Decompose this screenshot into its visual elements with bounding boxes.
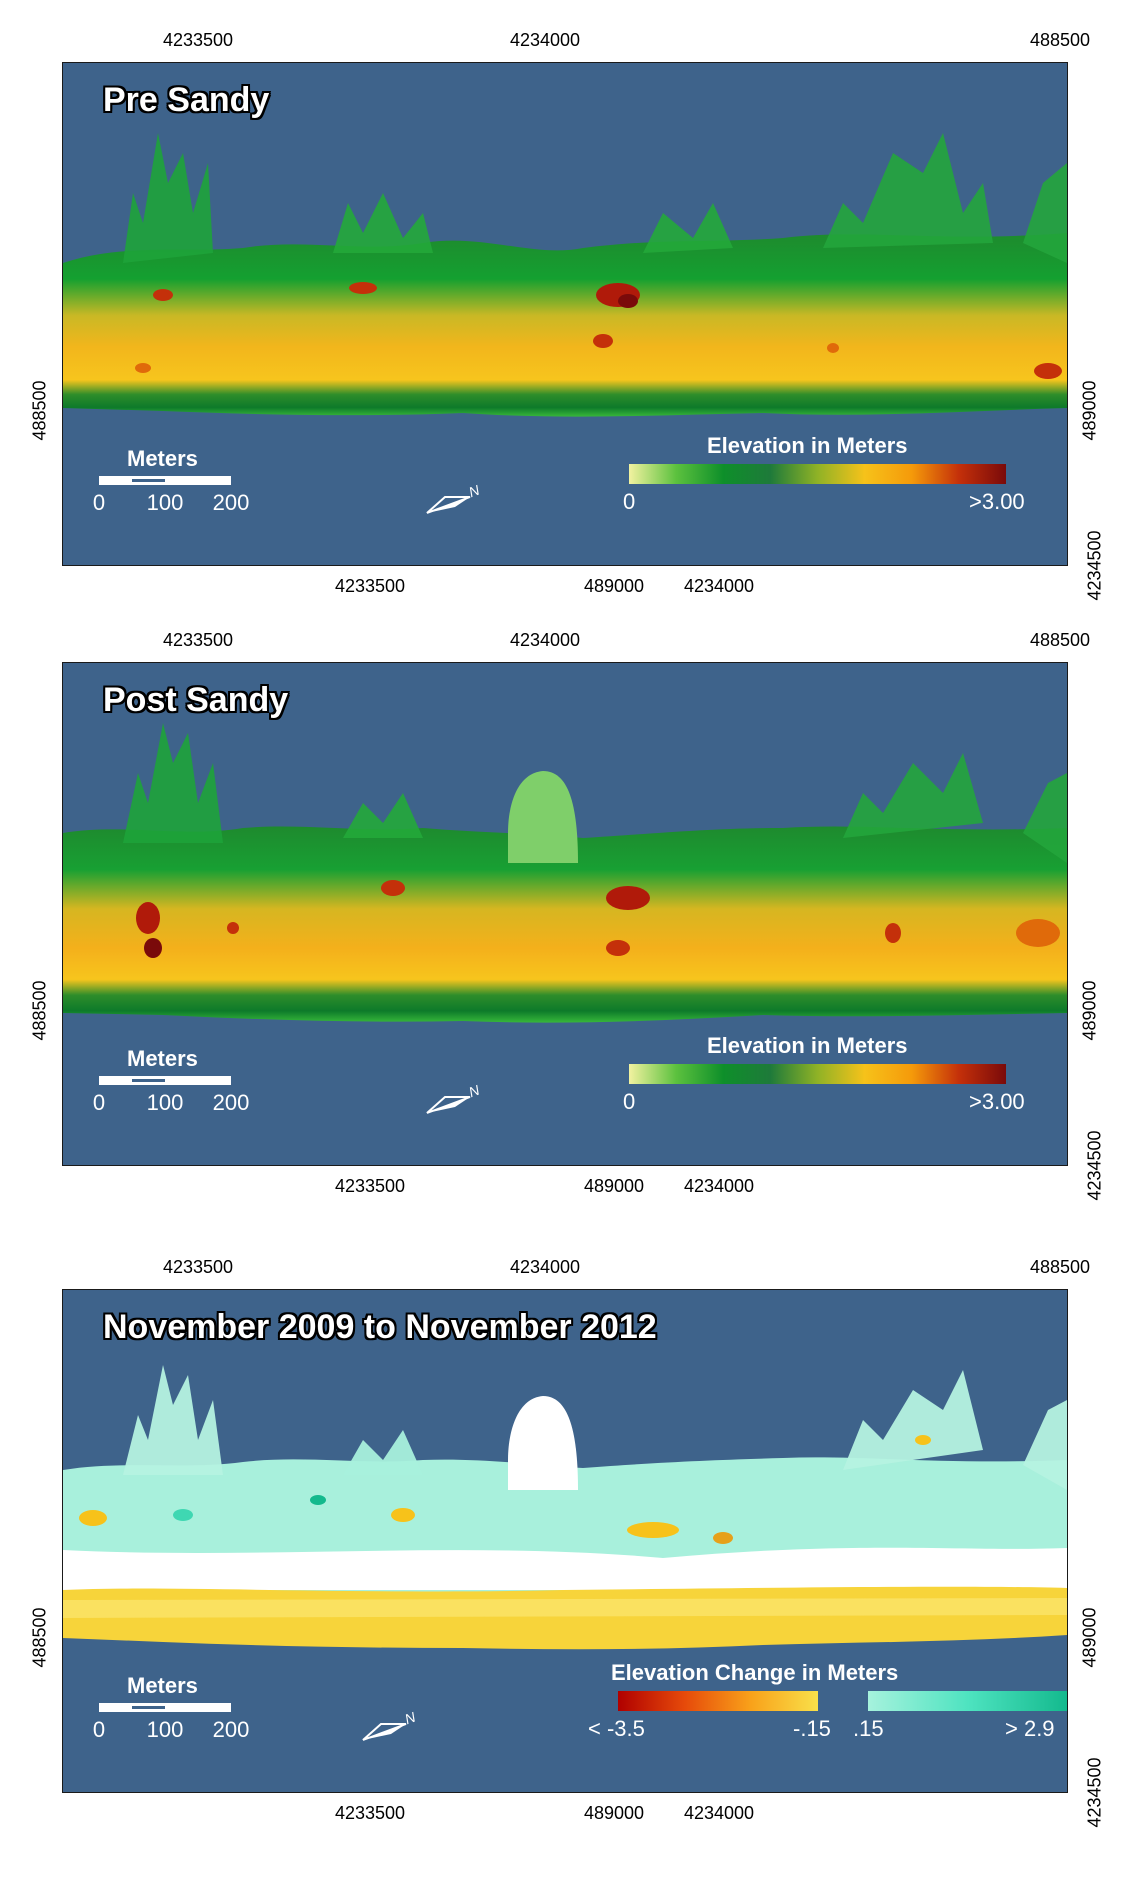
right-tick-1: 489000: [1079, 980, 1100, 1041]
scale-bar-graphic: [99, 476, 231, 485]
legend-title: Elevation in Meters: [707, 1033, 908, 1058]
scale-label-200: 200: [212, 1717, 250, 1742]
map-panel-elevation-change: 4233500 4234000 488500 November 2009 to …: [0, 1227, 1125, 1867]
right-tick-1: 489000: [1079, 380, 1100, 441]
legend-title: Elevation in Meters: [707, 433, 908, 458]
top-tick-2: 4234000: [509, 30, 581, 50]
right-tick-1: 489000: [1079, 1607, 1100, 1668]
scale-label-0: 0: [92, 490, 106, 515]
legend-gain-max-label: > 2.9: [1005, 1716, 1055, 1741]
legend-max-label: >3.00: [969, 489, 1025, 514]
map-title: Pre Sandy: [103, 81, 270, 119]
map-frame: Post Sandy Meters 0 100 200 N Elevation …: [62, 662, 1068, 1166]
north-arrow: N: [425, 482, 485, 523]
scale-unit-label: Meters: [127, 446, 198, 471]
bottom-tick-2: 489000: [583, 1803, 645, 1823]
bottom-tick-3: 4234000: [683, 576, 755, 596]
scale-label-0: 0: [92, 1717, 106, 1742]
map-frame: Pre Sandy Meters 0 100 200 N Elevation i…: [62, 62, 1068, 566]
map-title: Post Sandy: [103, 681, 289, 719]
north-arrow: N: [425, 1082, 485, 1123]
scale-bar-graphic: [99, 1703, 231, 1712]
elevation-raster: [63, 133, 1067, 417]
left-tick: 488500: [29, 380, 50, 441]
legend-min-label: 0: [623, 489, 636, 514]
scale-label-100: 100: [146, 490, 184, 515]
elevation-legend: Elevation in Meters 0 >3.00: [623, 433, 1025, 543]
top-tick-3: 488500: [1029, 630, 1091, 650]
legend-max-label: >3.00: [969, 1089, 1025, 1114]
scale-label-200: 200: [212, 490, 250, 515]
scale-label-100: 100: [146, 1717, 184, 1742]
legend-gain-ramp: [868, 1691, 1067, 1711]
legend-loss-ramp: [618, 1691, 818, 1711]
north-arrow: N: [361, 1709, 421, 1750]
north-arrow-icon: [426, 496, 471, 514]
top-tick-3: 488500: [1029, 30, 1091, 50]
legend-color-ramp: [629, 1064, 1006, 1084]
bottom-tick-3: 4234000: [683, 1176, 755, 1196]
right-tick-2: 4234500: [1084, 530, 1105, 601]
scale-bar-graphic: [99, 1076, 231, 1085]
elevation-legend: Elevation in Meters 0 >3.00: [623, 1033, 1025, 1143]
scale-label-100: 100: [146, 1090, 184, 1115]
legend-loss-max-label: -.15: [793, 1716, 831, 1741]
left-tick: 488500: [29, 980, 50, 1041]
legend-title: Elevation Change in Meters: [611, 1660, 899, 1685]
legend-loss-min-label: < -3.5: [588, 1716, 645, 1741]
north-arrow-icon: [426, 1096, 471, 1114]
top-tick-1: 4233500: [162, 630, 234, 650]
scale-unit-label: Meters: [127, 1046, 198, 1071]
map-panel-pre-sandy: 4233500 4234000 488500: [0, 0, 1125, 601]
elevation-change-raster: [63, 1365, 1067, 1650]
scale-unit-label: Meters: [127, 1673, 198, 1698]
map-frame: November 2009 to November 2012 Meters 0 …: [62, 1289, 1068, 1793]
legend-color-ramp: [629, 464, 1006, 484]
right-tick-2: 4234500: [1084, 1757, 1105, 1828]
top-tick-2: 4234000: [509, 1257, 581, 1277]
bottom-tick-1: 4233500: [334, 576, 406, 596]
elevation-raster: [63, 723, 1067, 1023]
elevation-change-legend: Elevation Change in Meters < -3.5 -.15 .…: [523, 1660, 1067, 1770]
map-title: November 2009 to November 2012: [103, 1308, 657, 1346]
bottom-tick-1: 4233500: [334, 1176, 406, 1196]
top-tick-3: 488500: [1029, 1257, 1091, 1277]
top-tick-1: 4233500: [162, 30, 234, 50]
bottom-tick-1: 4233500: [334, 1803, 406, 1823]
scale-bar: Meters 0 100 200: [93, 1673, 250, 1753]
scale-bar: Meters 0 100 200: [93, 446, 250, 526]
legend-gain-min-label: .15: [853, 1716, 884, 1741]
bottom-tick-2: 489000: [583, 1176, 645, 1196]
left-tick: 488500: [29, 1607, 50, 1668]
top-tick-1: 4233500: [162, 1257, 234, 1277]
top-tick-2: 4234000: [509, 630, 581, 650]
legend-min-label: 0: [623, 1089, 636, 1114]
bottom-tick-2: 489000: [583, 576, 645, 596]
scale-label-200: 200: [212, 1090, 250, 1115]
map-panel-post-sandy: 4233500 4234000 488500: [0, 600, 1125, 1201]
scale-label-0: 0: [92, 1090, 106, 1115]
right-tick-2: 4234500: [1084, 1130, 1105, 1201]
scale-bar: Meters 0 100 200: [93, 1046, 250, 1126]
bottom-tick-3: 4234000: [683, 1803, 755, 1823]
north-arrow-icon: [362, 1723, 407, 1741]
